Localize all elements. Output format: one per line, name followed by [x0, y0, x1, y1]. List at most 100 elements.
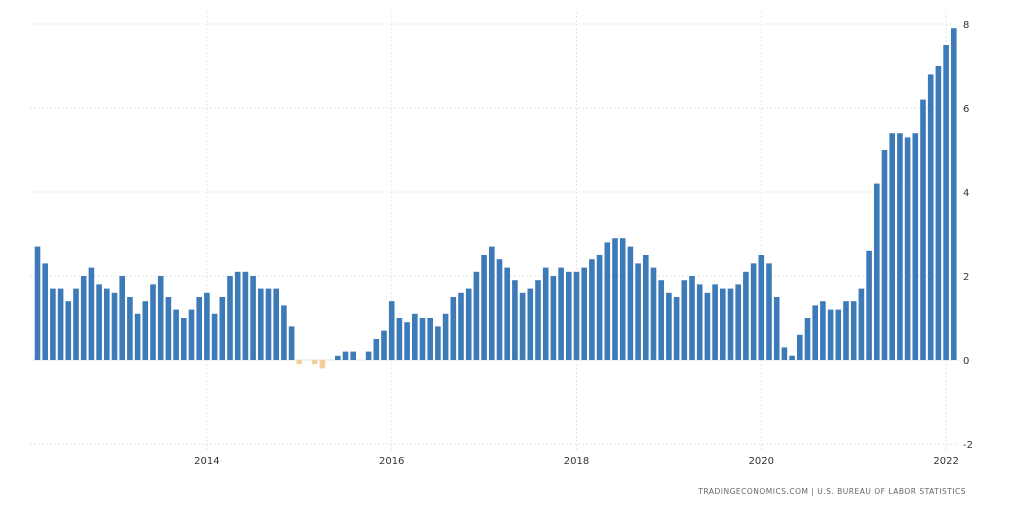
bar: [542, 267, 549, 360]
bar: [335, 355, 341, 360]
bar: [573, 271, 580, 360]
bar: [342, 351, 349, 360]
bar: [427, 318, 433, 360]
bar: [242, 271, 249, 360]
x-tick-label: 2016: [379, 456, 404, 467]
grid-lines: [30, 12, 958, 452]
bar: [612, 238, 618, 360]
x-axis-ticks: 2014 2016 2018 2020 2022: [194, 456, 959, 467]
bar: [720, 288, 726, 360]
bar: [550, 276, 557, 360]
bar: [104, 288, 110, 360]
bar: [450, 297, 457, 360]
bar: [812, 305, 818, 360]
bar: [111, 292, 118, 360]
bar: [650, 267, 657, 360]
x-tick-label: 2018: [564, 456, 589, 467]
y-axis-ticks: 8 6 4 2 0 -2: [963, 20, 973, 451]
bar: [219, 297, 226, 360]
bar: [134, 313, 141, 360]
bar: [881, 150, 888, 360]
bar: [519, 292, 526, 360]
bar: [827, 309, 834, 360]
bar: [696, 284, 703, 360]
bar: [96, 284, 102, 360]
bar: [88, 267, 95, 360]
bar: [558, 267, 564, 360]
bar: [704, 292, 711, 360]
y-tick-label: 0: [963, 356, 969, 367]
bar: [211, 313, 218, 360]
bar: [188, 309, 195, 360]
bar: [951, 28, 957, 360]
bar: [157, 276, 164, 360]
source-credit: TRADINGECONOMICS.COM | U.S. BUREAU OF LA…: [698, 487, 966, 496]
bar: [34, 246, 41, 360]
bar: [65, 301, 72, 360]
bar: [234, 271, 241, 360]
bar: [850, 301, 857, 360]
y-tick-label: 8: [963, 20, 969, 31]
bar: [766, 263, 772, 360]
bar: [935, 66, 942, 360]
bar: [281, 305, 287, 360]
bar: [373, 339, 380, 360]
x-tick-label: 2022: [933, 456, 958, 467]
bar: [781, 347, 788, 360]
bar: [496, 259, 503, 360]
x-tick-label: 2014: [194, 456, 219, 467]
bar: [296, 360, 303, 365]
bar: [635, 263, 641, 360]
bar: [643, 255, 649, 360]
bar: [465, 288, 472, 360]
y-tick-label: -2: [963, 440, 973, 451]
bar: [773, 297, 780, 360]
bar: [388, 301, 395, 360]
bar: [512, 280, 518, 360]
bar: [912, 133, 919, 360]
bar: [173, 309, 179, 360]
bar: [743, 271, 749, 360]
bar: [150, 284, 156, 360]
bar: [897, 133, 903, 360]
bar: [250, 276, 256, 360]
bar: [858, 288, 865, 360]
bar: [589, 259, 595, 360]
bar: [535, 280, 541, 360]
bar: [265, 288, 272, 360]
bar: [473, 271, 480, 360]
y-tick-label: 4: [963, 188, 969, 199]
bar: [227, 276, 233, 360]
bar: [820, 301, 826, 360]
bar: [396, 318, 403, 360]
bar: [80, 276, 87, 360]
bar: [927, 74, 934, 361]
bar: [750, 263, 757, 360]
bar: [57, 288, 64, 360]
bar: [50, 288, 56, 360]
bar: [689, 276, 695, 360]
bar: [311, 360, 318, 365]
bar: [843, 301, 849, 360]
bar: [381, 330, 387, 360]
bar: [119, 276, 125, 360]
x-tick-label: 2020: [749, 456, 774, 467]
bar: [804, 318, 811, 360]
bar: [489, 246, 495, 360]
bar: [566, 271, 572, 360]
bar: [920, 99, 926, 360]
bar: [735, 284, 741, 360]
bar: [797, 334, 803, 360]
bar: [727, 288, 734, 360]
bar: [181, 318, 187, 360]
bar: [666, 292, 672, 360]
bar: [596, 255, 603, 360]
bar: [319, 360, 326, 369]
bar: [288, 326, 295, 360]
bar: [658, 280, 664, 360]
bar: [627, 246, 634, 360]
bar: [619, 238, 626, 360]
bar: [581, 267, 587, 360]
bar: [889, 133, 895, 360]
